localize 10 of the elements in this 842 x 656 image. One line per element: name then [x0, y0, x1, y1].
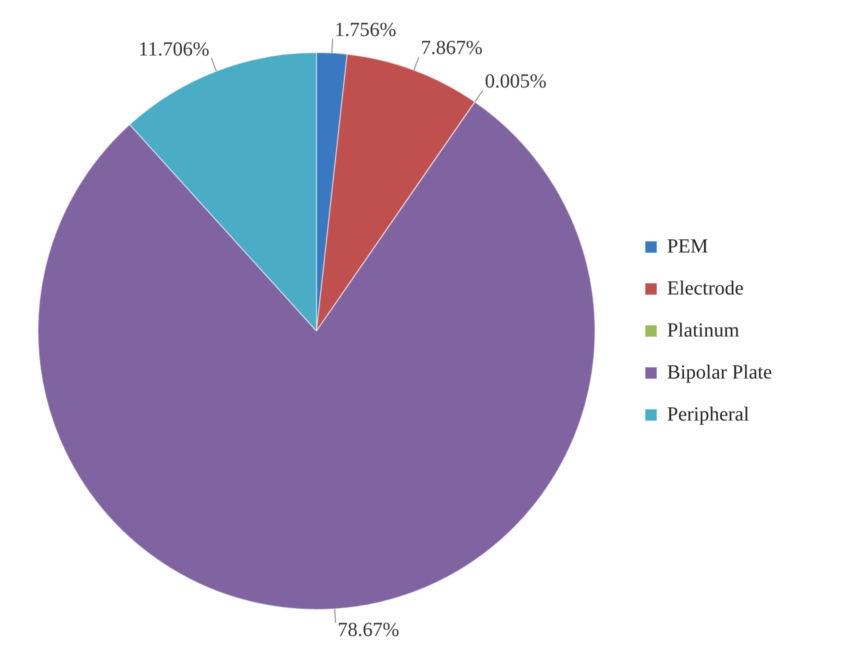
legend-label: Peripheral — [667, 403, 750, 426]
legend-label: PEM — [667, 235, 708, 258]
legend-label: Bipolar Plate — [667, 361, 772, 384]
data-label: 1.756% — [334, 19, 396, 42]
data-label: 78.67% — [338, 619, 400, 642]
data-label: 7.867% — [420, 37, 483, 60]
data-label: 11.706% — [138, 38, 210, 60]
data-label: 0.005% — [484, 70, 546, 93]
legend-label: Electrode — [667, 277, 744, 300]
legend-label: Platinum — [667, 319, 740, 342]
